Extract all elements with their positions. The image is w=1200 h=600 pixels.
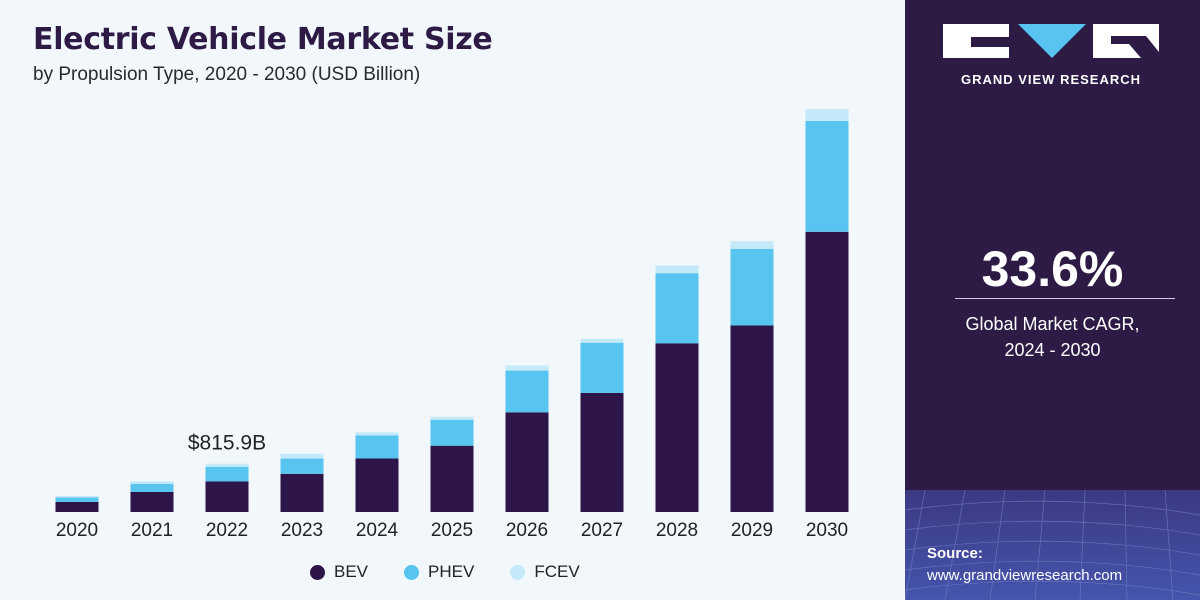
- x-tick-label-2029: 2029: [731, 520, 773, 541]
- chart-title: Electric Vehicle Market Size: [33, 22, 493, 57]
- cagr-value: 33.6%: [981, 241, 1124, 297]
- legend-dot-bev: [310, 564, 325, 580]
- cagr-label-line2: 2024 - 2030: [1004, 340, 1101, 360]
- legend-label-fcev: FCEV: [534, 562, 580, 581]
- brand-logo: GRAND VIEW RESEARCH: [941, 22, 1161, 87]
- cagr-divider: [955, 298, 1175, 299]
- source-label: Source:: [927, 545, 983, 562]
- bar-phev-2029: [730, 248, 774, 326]
- bar-phev-2022: [205, 466, 249, 482]
- bar-phev-2028: [655, 273, 699, 344]
- x-tick-label-2021: 2021: [131, 520, 173, 541]
- bar-bev-2030: [805, 231, 849, 512]
- stacked-bar-chart: 2020 2021 2022 2023 2024 2025 2026 2027 2028 2029…: [55, 108, 849, 541]
- bar-bev-2029: [730, 325, 774, 512]
- bar-bev-2028: [655, 343, 699, 512]
- bar-fcev-2023: [280, 453, 324, 459]
- bar-bev-2024: [355, 458, 399, 512]
- bar-bev-2021: [130, 491, 174, 512]
- legend-item-phev: PHEV: [404, 562, 474, 582]
- bar-phev-2026: [505, 370, 549, 413]
- cagr-label: Global Market CAGR, 2024 - 2030: [905, 311, 1200, 363]
- bar-fcev-2026: [505, 365, 549, 371]
- bar-bev-2023: [280, 473, 324, 512]
- cagr-label-line1: Global Market CAGR,: [965, 314, 1140, 334]
- bar-fcev-2028: [655, 265, 699, 274]
- bar-fcev-2027: [580, 338, 624, 343]
- legend-dot-fcev: [510, 564, 526, 580]
- gvr-logo-icon: [943, 24, 1159, 58]
- bar-fcev-2029: [730, 241, 774, 249]
- chart-subtitle: by Propulsion Type, 2020 - 2030 (USD Bil…: [33, 64, 421, 85]
- decorative-grid-background: [905, 490, 1200, 600]
- legend-item-fcev: FCEV: [510, 562, 580, 582]
- bar-phev-2030: [805, 121, 849, 232]
- x-tick-label-2025: 2025: [431, 520, 473, 541]
- bar-bev-2022: [205, 481, 249, 512]
- source-link[interactable]: www.grandviewresearch.com: [927, 567, 1123, 584]
- x-tick-label-2027: 2027: [581, 520, 623, 541]
- legend-label-bev: BEV: [334, 562, 369, 581]
- x-tick-label-2023: 2023: [281, 520, 323, 541]
- data-label-2022: $815.9B: [188, 432, 266, 455]
- bar-bev-2026: [505, 412, 549, 512]
- bar-phev-2021: [130, 483, 174, 492]
- bar-phev-2024: [355, 435, 399, 459]
- side-panel: GRAND VIEW RESEARCH 33.6% Global Market …: [905, 0, 1200, 600]
- bar-bev-2027: [580, 392, 624, 512]
- bar-fcev-2021: [130, 481, 174, 484]
- legend-item-bev: BEV: [310, 562, 368, 582]
- bar-fcev-2022: [205, 463, 249, 467]
- chart-legend: BEV PHEV FCEV: [310, 562, 616, 582]
- bar-fcev-2025: [430, 416, 474, 420]
- x-tick-label-2020: 2020: [56, 520, 98, 541]
- bar-phev-2027: [580, 342, 624, 393]
- x-tick-label-2024: 2024: [356, 520, 399, 541]
- legend-label-phev: PHEV: [428, 562, 475, 581]
- brand-name: GRAND VIEW RESEARCH: [960, 72, 1142, 87]
- bar-bev-2020: [55, 501, 99, 512]
- bar-phev-2025: [430, 419, 474, 446]
- bar-fcev-2020: [55, 495, 99, 498]
- bar-fcev-2024: [355, 432, 399, 436]
- bar-bev-2025: [430, 445, 474, 512]
- bar-fcev-2030: [805, 108, 849, 122]
- x-tick-label-2026: 2026: [506, 520, 548, 541]
- legend-dot-phev: [404, 564, 420, 580]
- x-tick-label-2028: 2028: [656, 520, 698, 541]
- bar-phev-2020: [55, 497, 99, 502]
- x-tick-label-2022: 2022: [206, 520, 248, 541]
- x-tick-label-2030: 2030: [806, 520, 848, 541]
- bar-phev-2023: [280, 458, 324, 474]
